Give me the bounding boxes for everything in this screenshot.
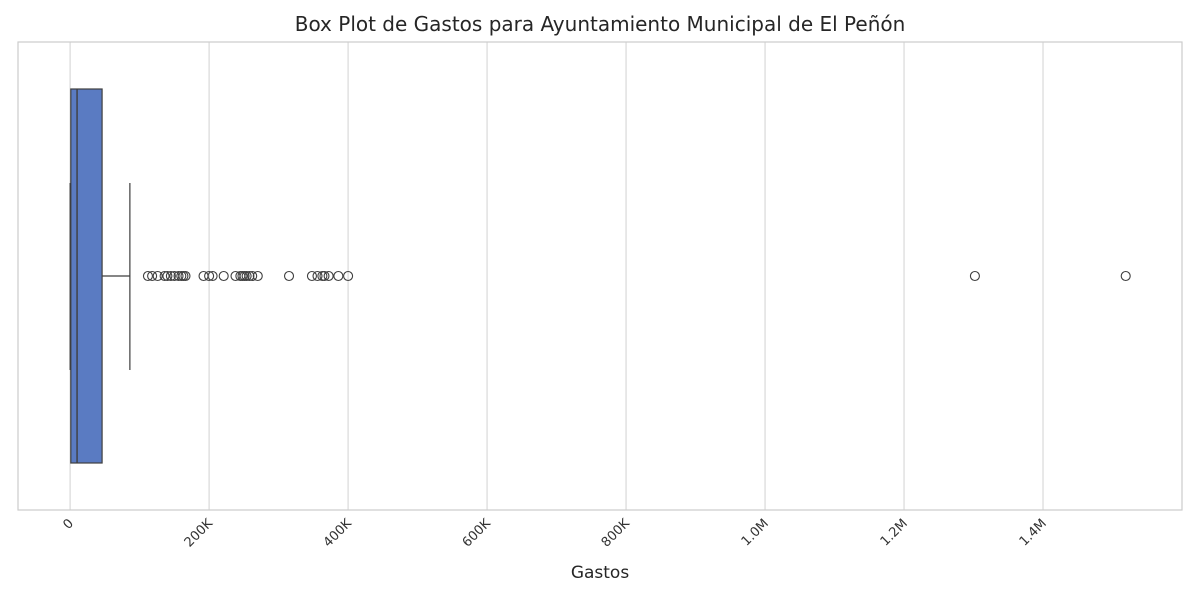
outlier-point	[323, 270, 334, 282]
iqr-box	[70, 88, 103, 464]
x-tick-label: 200K	[182, 516, 217, 551]
outlier-point	[207, 270, 218, 282]
outliers	[142, 270, 1131, 282]
x-tick-label: 1.0M	[739, 516, 772, 549]
outlier-point	[241, 270, 252, 282]
outlier-point	[312, 270, 323, 282]
outlier-point	[283, 270, 295, 282]
outlier-point	[173, 270, 184, 282]
outlier-point	[343, 270, 354, 282]
outlier-point	[180, 270, 191, 282]
outlier-point	[247, 270, 258, 282]
box-group	[69, 88, 131, 464]
outlier-point	[244, 270, 255, 282]
outlier-point	[969, 270, 980, 282]
outlier-point	[147, 270, 158, 282]
outlier-point	[252, 270, 263, 282]
gridlines	[69, 42, 1044, 510]
outlier-point	[1120, 270, 1131, 282]
outlier-point	[319, 270, 330, 282]
plot-frame	[17, 41, 1183, 511]
outlier-point	[306, 270, 318, 282]
x-tick-label: 0	[60, 516, 76, 532]
x-axis-label: Gastos	[571, 563, 630, 583]
outlier-point	[165, 270, 176, 282]
x-tick-label: 800K	[599, 516, 634, 551]
x-tick-label: 400K	[321, 516, 356, 551]
x-tick-label: 1.4M	[1017, 516, 1050, 549]
outlier-point	[333, 270, 344, 282]
outlier-point	[162, 270, 173, 282]
outlier-point	[204, 270, 215, 282]
outlier-point	[142, 270, 154, 282]
x-tick-label: 1.2M	[878, 516, 911, 549]
outlier-point	[218, 270, 229, 282]
x-tick-label: 600K	[460, 516, 495, 551]
outlier-point	[159, 270, 170, 282]
x-tick-labels: 0 200K 400K 600K 800K 1.0M 1.2M 1.4M	[60, 516, 1049, 551]
outlier-point	[152, 270, 163, 282]
chart-title: Box Plot de Gastos para Ayuntamiento Mun…	[294, 12, 906, 36]
